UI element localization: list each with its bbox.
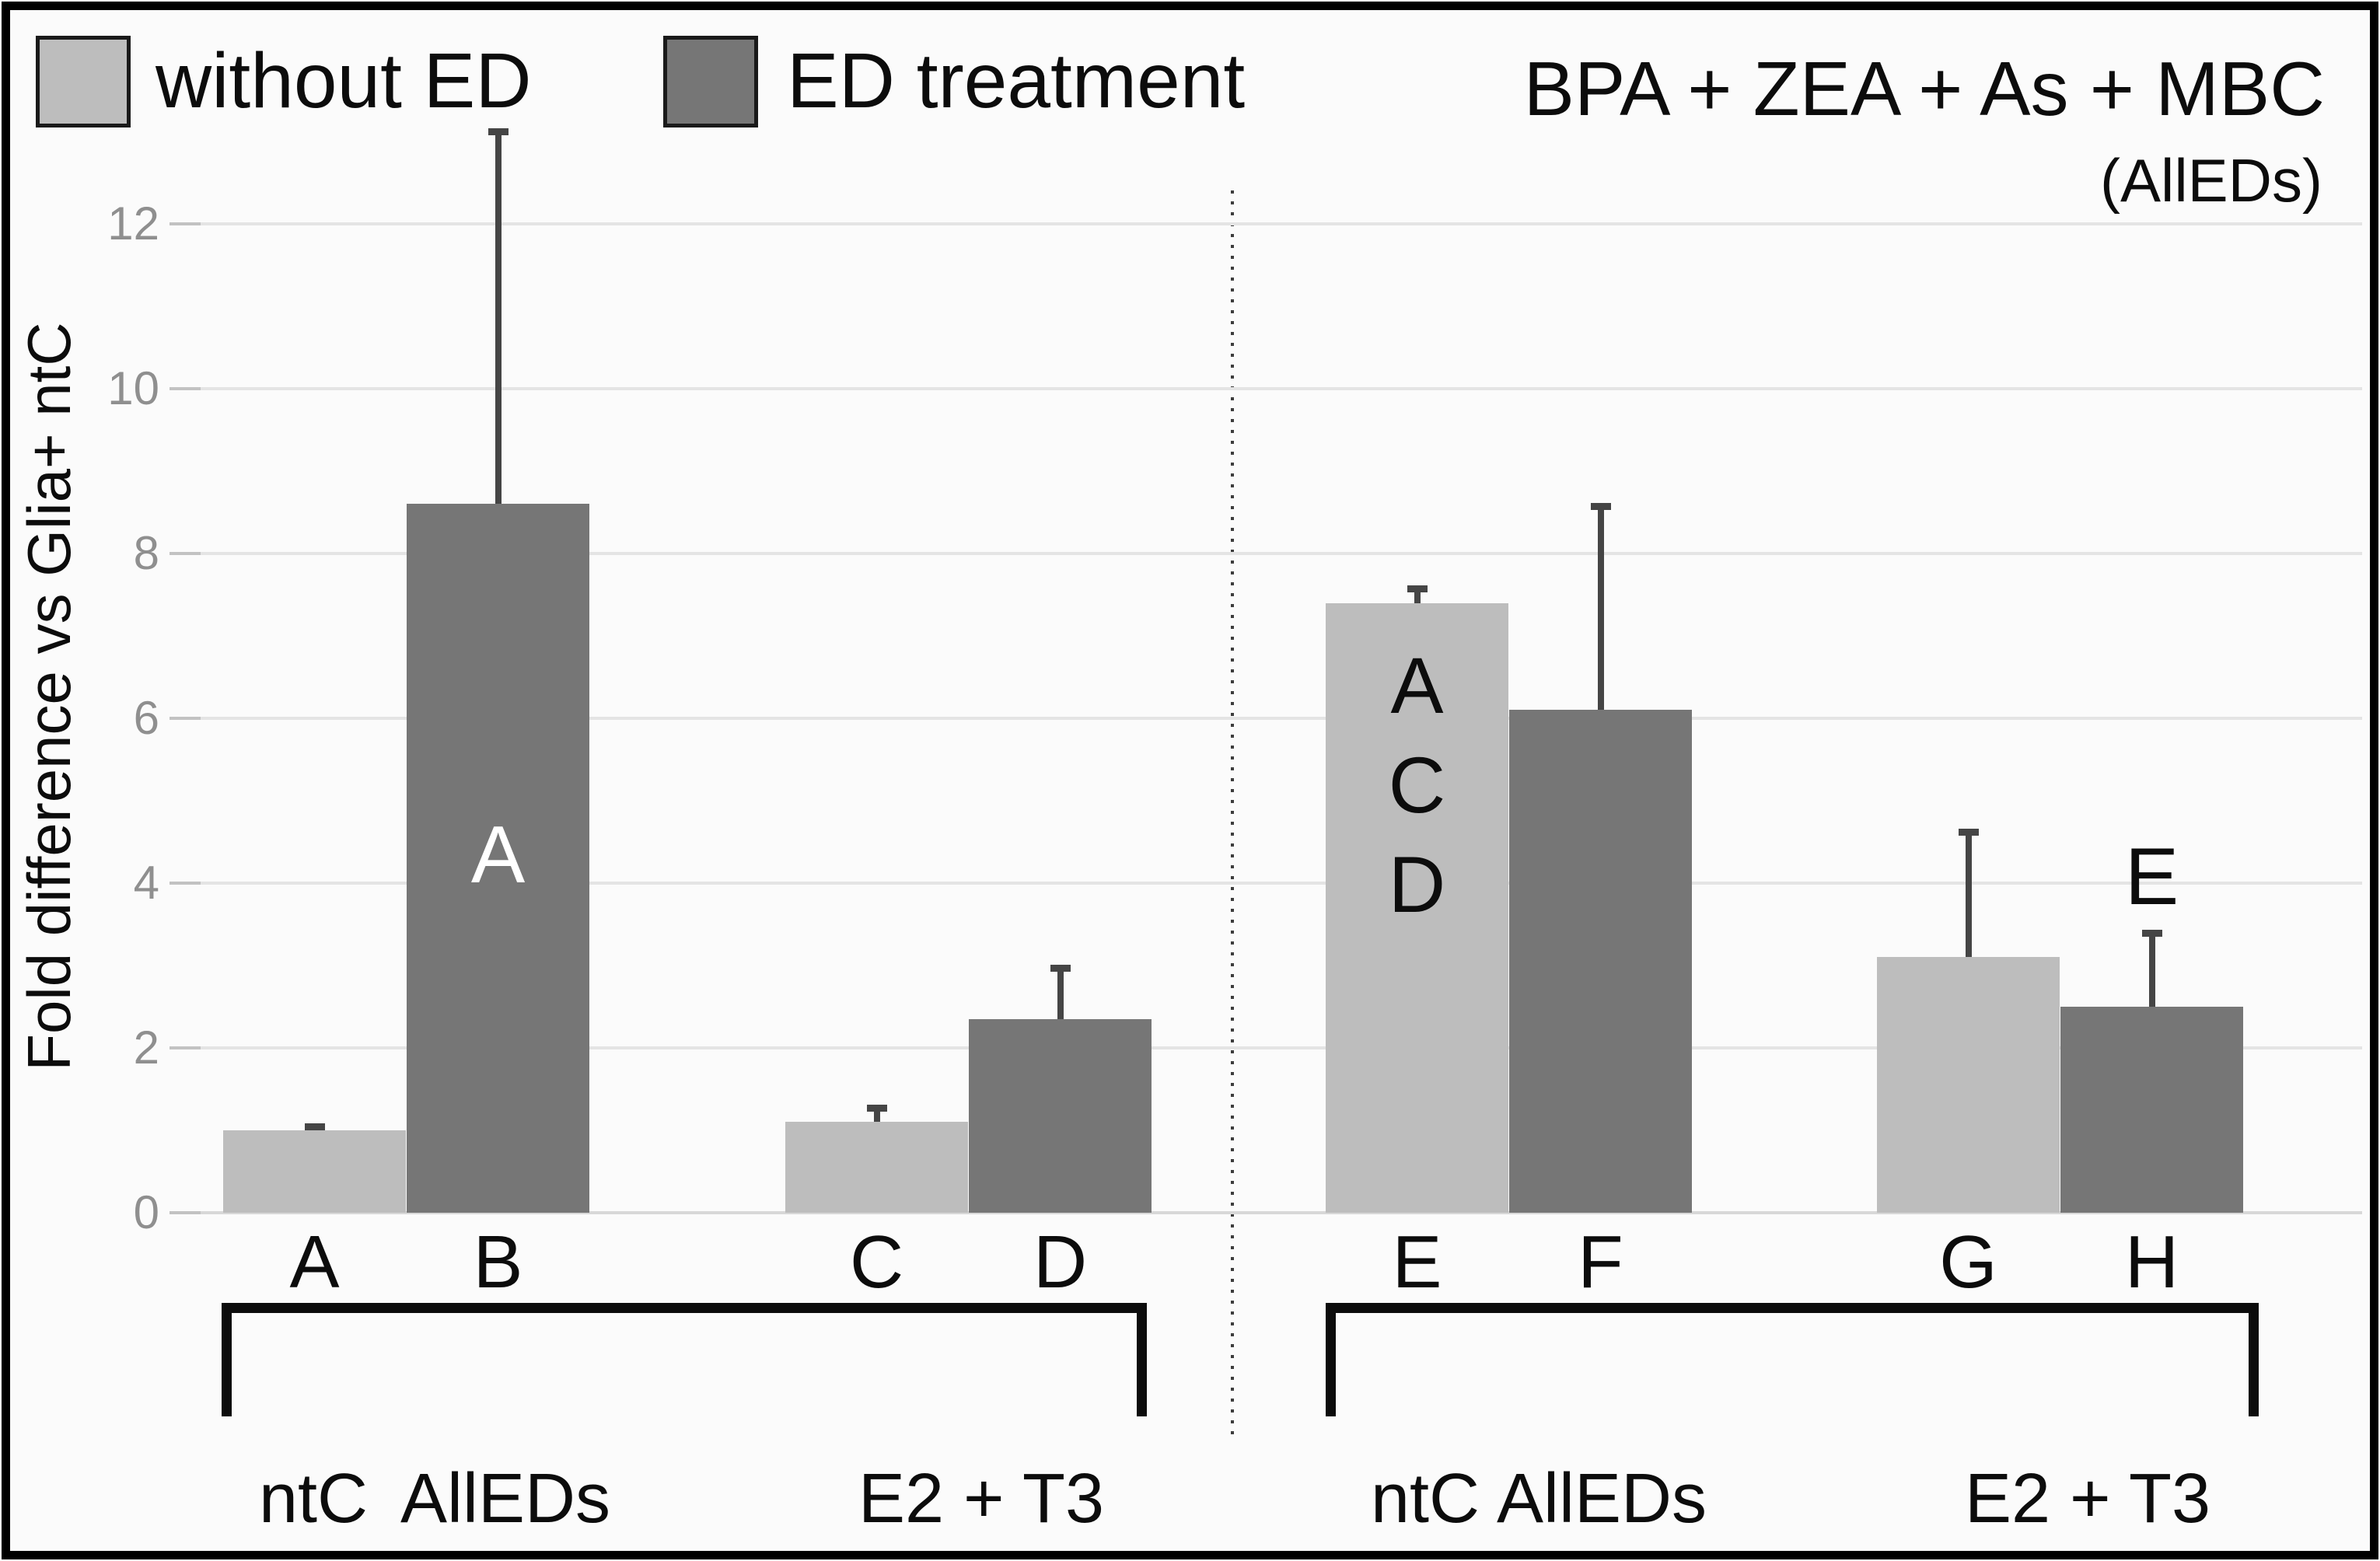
tick-y4 — [170, 882, 201, 885]
error-bar-cap-E — [1407, 585, 1428, 592]
tick-y2 — [170, 1046, 201, 1049]
error-bar-C — [873, 1105, 880, 1122]
bar-B — [407, 504, 589, 1213]
error-bar-H — [2148, 931, 2155, 1007]
group-bracket-glia-plus: Glia + — [222, 1303, 1147, 1416]
tick-y12 — [170, 222, 201, 225]
gridline-y2 — [170, 1046, 2362, 1049]
tick-label-y12: 12 — [107, 197, 159, 250]
tick-y0 — [170, 1211, 201, 1214]
error-bar-D — [1057, 966, 1064, 1019]
error-bar-G — [1965, 829, 1972, 957]
error-bar-F — [1597, 504, 1604, 710]
error-bar-cap-H — [2141, 930, 2162, 937]
x-letter-C: C — [849, 1221, 904, 1304]
bar-G — [1877, 957, 2060, 1213]
bar-H — [2060, 1007, 2243, 1213]
condition-label-alleds-right: AllEDs — [1496, 1460, 1707, 1538]
error-bar-E — [1414, 586, 1421, 603]
gridline-y0 — [170, 1211, 2362, 1214]
tick-y6 — [170, 717, 201, 720]
tick-y8 — [170, 552, 201, 555]
gridline-y6 — [170, 717, 2362, 720]
gridline-y10 — [170, 387, 2362, 390]
condition-label-e2t3-left: E2 + T3 — [858, 1460, 1105, 1538]
gridline-y4 — [170, 882, 2362, 885]
error-bar-B — [495, 129, 502, 504]
x-letter-E: E — [1392, 1221, 1442, 1304]
legend-label-ed-treatment: ED treatment — [787, 37, 1246, 124]
bar-annotation-H: E — [2124, 832, 2179, 922]
tick-label-y0: 0 — [133, 1186, 159, 1238]
x-letter-A: A — [289, 1221, 340, 1304]
bar-annotation-B: A — [470, 810, 526, 900]
x-letter-B: B — [473, 1221, 523, 1304]
group-divider-dotted-line — [1231, 190, 1234, 1440]
tick-label-y8: 8 — [133, 527, 159, 579]
tick-label-y2: 2 — [133, 1021, 159, 1074]
x-letter-F: F — [1578, 1221, 1623, 1304]
group-bracket-glia-minus: Glia - — [1326, 1303, 2259, 1416]
chart-subtitle: (AllEDs) — [2100, 146, 2322, 215]
bar-E — [1326, 603, 1508, 1213]
bar-A — [223, 1130, 406, 1213]
tick-y10 — [170, 387, 201, 390]
legend-swatch-without-ed — [36, 36, 131, 127]
condition-label-ntc-left: ntC — [258, 1460, 369, 1538]
tick-label-y6: 6 — [133, 692, 159, 744]
chart-title: BPA + ZEA + As + MBC — [1523, 46, 2325, 131]
legend-label-without-ed: without ED — [156, 37, 532, 124]
x-letter-G: G — [1939, 1221, 1997, 1304]
tick-label-y4: 4 — [133, 857, 159, 909]
error-bar-cap-B — [488, 128, 509, 135]
x-letter-D: D — [1033, 1221, 1088, 1304]
error-bar-cap-C — [866, 1105, 887, 1112]
bar-C — [785, 1122, 968, 1213]
condition-label-e2t3-right: E2 + T3 — [1964, 1460, 2211, 1538]
condition-label-ntc-right: ntC — [1370, 1460, 1480, 1538]
legend-swatch-ed-treatment — [663, 36, 758, 127]
x-letter-H: H — [2124, 1221, 2179, 1304]
bar-D — [969, 1019, 1152, 1213]
bar-F — [1509, 710, 1692, 1213]
error-bar-cap-G — [1958, 829, 1979, 836]
condition-label-alleds-left: AllEDs — [400, 1460, 611, 1538]
gridline-y12 — [170, 222, 2362, 225]
error-bar-cap-A — [304, 1123, 325, 1130]
error-bar-cap-F — [1590, 503, 1611, 510]
gridline-y8 — [170, 552, 2362, 555]
error-bar-cap-D — [1050, 965, 1071, 972]
bar-annotation-E: A C D — [1388, 641, 1446, 929]
tick-label-y10: 10 — [107, 362, 159, 414]
